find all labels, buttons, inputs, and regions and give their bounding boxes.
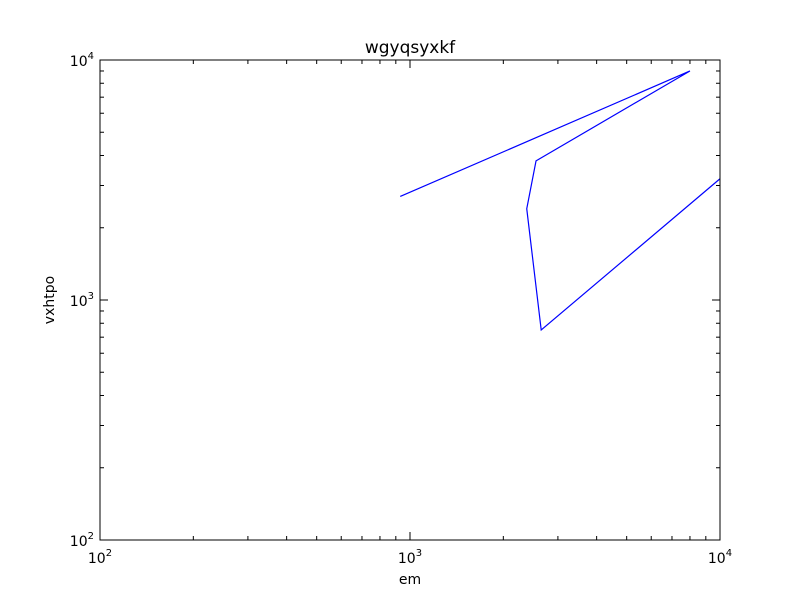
y-tick-label: 103 xyxy=(70,291,94,310)
plot-frame xyxy=(99,59,721,541)
y-tick-labels: 102 103 104 xyxy=(70,51,94,550)
series-layer xyxy=(399,70,721,332)
x-tick-labels: 102 103 104 xyxy=(88,548,732,567)
x-tick-label: 102 xyxy=(88,548,112,567)
y-tick-label: 102 xyxy=(70,531,94,550)
x-tick-label: 104 xyxy=(708,548,732,567)
series-line-0 xyxy=(399,70,721,332)
chart-title: wgyqsyxkf xyxy=(365,38,456,58)
y-axis-label: vxhtpo xyxy=(42,276,58,324)
x-axis-label: em xyxy=(399,572,421,588)
minor-ticks xyxy=(100,60,720,540)
y-tick-label: 104 xyxy=(70,51,94,70)
x-tick-label: 103 xyxy=(398,548,422,567)
